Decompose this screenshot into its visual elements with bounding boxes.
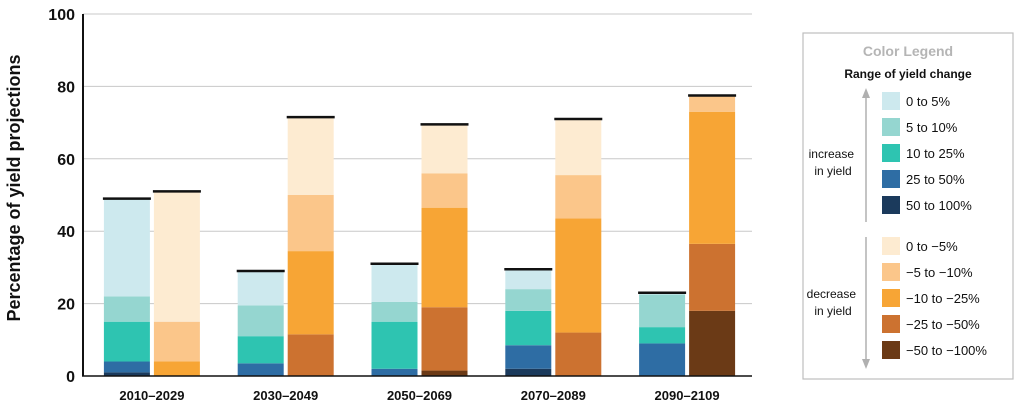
legend-decrease-label: decrease in yield [807,287,860,318]
x-tick-label: 2050–2069 [387,388,452,403]
decrease-segment [421,307,468,371]
y-axis-title: Percentage of yield projections [4,54,24,321]
legend-items: 0 to 5% 5 to 10% 10 to 25% 25 to 50% 50 to 1… [882,92,987,359]
decrease-segment [689,243,736,311]
increase-segment [103,372,150,376]
legend-label: 10 to 25% [906,146,965,161]
legend-swatch [882,237,900,255]
legend-label: −10 to −25% [906,291,980,306]
increase-segment [371,321,418,369]
increase-segment [639,327,686,344]
increase-segment [103,296,150,322]
increase-segment [103,198,150,297]
legend-subtitle: Range of yield change [844,67,972,81]
increase-segment [237,305,284,337]
y-tick-labels: 0 20 40 60 80 100 [48,7,75,386]
decrease-segment [421,124,468,174]
y-axis [82,14,752,377]
y-tick-label: 40 [57,224,75,241]
decrease-segment [287,251,334,335]
increase-segment [505,368,552,376]
increase-segment [371,368,418,376]
legend-box [802,32,1014,380]
increase-segment [639,294,686,328]
legend-label: 5 to 10% [906,120,958,135]
increase-segment [505,289,552,311]
increase-segment [505,345,552,369]
legend-swatch [882,170,900,188]
decrease-segment [153,361,200,376]
x-tick-labels: 2010–2029 2030–2049 2050–2069 2070–2089 2090… [119,388,719,403]
decrease-segment [421,370,468,376]
legend-swatch [882,92,900,110]
decrease-segment [689,310,736,376]
legend-swatch [882,263,900,281]
increase-segment [237,336,284,364]
legend-swatch [882,144,900,162]
x-tick-label: 2010–2029 [119,388,184,403]
x-tick-label: 2030–2049 [253,388,318,403]
increase-segment [505,310,552,346]
increase-segment [237,363,284,376]
y-tick-label: 0 [66,369,75,386]
decrease-arrow [862,237,870,369]
color-legend: Color Legend Range of yield change incre… [802,32,1014,380]
legend-label: −25 to −50% [906,317,980,332]
decrease-segment [555,175,602,219]
increase-segment [103,321,150,362]
increase-segment [639,343,686,376]
increase-segment [237,271,284,306]
decrease-segment [689,95,736,112]
decrease-segment [689,111,736,244]
decrease-segment [421,207,468,308]
legend-label: 0 to 5% [906,94,951,109]
decrease-segment [555,118,602,176]
increase-segment [371,301,418,322]
legend-swatch [882,315,900,333]
legend-swatch [882,118,900,136]
legend-label: −5 to −10% [906,265,973,280]
legend-swatch [882,196,900,214]
legend-swatch [882,289,900,307]
legend-label: 0 to −5% [906,239,958,254]
legend-label: −50 to −100% [906,343,987,358]
decrease-segment [153,321,200,362]
increase-segment [371,263,418,302]
decrease-segment [287,117,334,195]
decrease-segment [421,173,468,208]
decrease-segment [555,332,602,376]
increase-segment [505,269,552,290]
legend-increase-label: increase in yield [809,147,858,178]
decrease-segment [287,334,334,376]
decrease-segment [287,195,334,252]
y-tick-label: 80 [57,79,75,96]
increase-arrow [862,88,870,222]
bars [102,94,737,376]
legend-label: 25 to 50% [906,172,965,187]
y-tick-label: 100 [48,7,75,24]
legend-title: Color Legend [863,43,953,59]
y-tick-label: 60 [57,152,75,169]
increase-segment [103,361,150,373]
legend-swatch [882,341,900,359]
decrease-segment [153,191,200,322]
y-tick-label: 20 [57,297,75,314]
decrease-segment [555,218,602,333]
legend-label: 50 to 100% [906,198,972,213]
x-tick-label: 2070–2089 [521,388,586,403]
x-tick-label: 2090–2109 [655,388,720,403]
